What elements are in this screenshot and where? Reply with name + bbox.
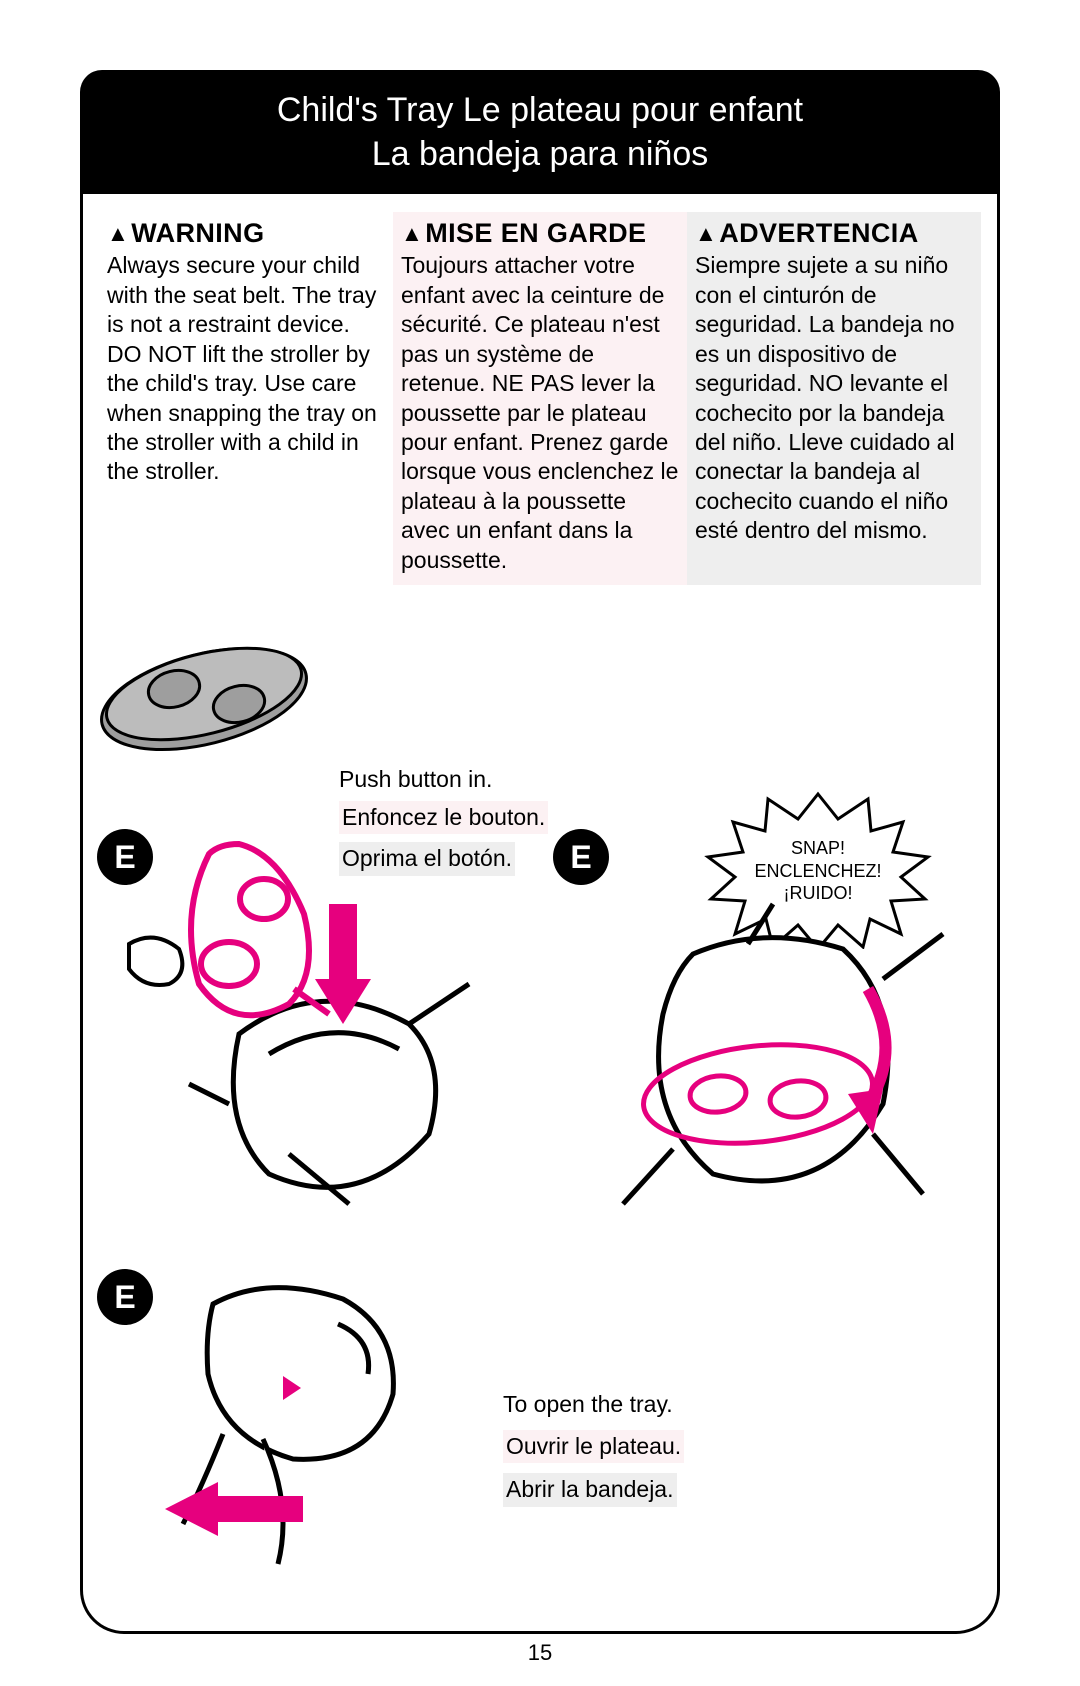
stroller-snap-icon <box>573 894 973 1264</box>
tray-icon <box>89 644 319 764</box>
warning-en: ▲WARNING Always secure your child with t… <box>99 212 393 585</box>
warning-icon: ▲ <box>107 221 129 246</box>
warning-fr-body: Toujours attacher votre enfant avec la c… <box>401 251 679 575</box>
warning-en-title: ▲WARNING <box>107 218 385 249</box>
header-line1: Child's Tray Le plateau pour enfant <box>277 91 803 129</box>
warning-icon: ▲ <box>695 221 717 246</box>
open-es: Abrir la bandeja. <box>503 1473 677 1506</box>
open-en: To open the tray. <box>503 1389 684 1420</box>
header-line2: La bandeja para niños <box>372 135 709 173</box>
open-fr: Ouvrir le plateau. <box>503 1430 684 1463</box>
warning-en-body: Always secure your child with the seat b… <box>107 251 385 487</box>
push-illustration <box>119 774 519 1274</box>
open-illustration <box>143 1264 463 1594</box>
stroller-push-icon <box>119 774 519 1274</box>
page-number: 15 <box>80 1640 1000 1666</box>
step-badge-e2: E <box>553 829 609 885</box>
warning-fr-title: ▲MISE EN GARDE <box>401 218 679 249</box>
snap-illustration <box>573 894 973 1264</box>
warning-es-title: ▲ADVERTENCIA <box>695 218 973 249</box>
warning-es: ▲ADVERTENCIA Siempre sujete a su niño co… <box>687 212 981 585</box>
stroller-open-icon <box>143 1264 463 1594</box>
snap-en: SNAP! <box>791 838 845 858</box>
tray-illustration <box>89 644 319 764</box>
open-caption: To open the tray. Ouvrir le plateau. Abr… <box>503 1389 684 1506</box>
content-frame: ▲WARNING Always secure your child with t… <box>80 194 1000 1634</box>
warning-icon: ▲ <box>401 221 423 246</box>
snap-fr: ENCLENCHEZ! <box>754 861 881 881</box>
page: Child's Tray Le plateau pour enfant La b… <box>0 0 1080 1686</box>
warning-es-body: Siempre sujete a su niño con el cinturón… <box>695 251 973 545</box>
warning-fr: ▲MISE EN GARDE Toujours attacher votre e… <box>393 212 687 585</box>
warnings-row: ▲WARNING Always secure your child with t… <box>99 212 981 585</box>
section-header: Child's Tray Le plateau pour enfant La b… <box>80 70 1000 194</box>
